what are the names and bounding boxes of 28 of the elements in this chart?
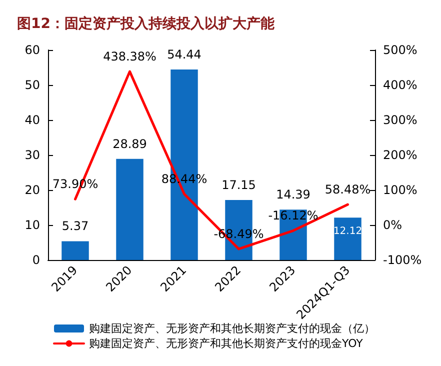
bar xyxy=(62,241,89,260)
data-label: 58.48% xyxy=(324,182,371,197)
legend-label: 购建固定资产、无形资产和其他长期资产支付的现金（亿） xyxy=(89,322,375,335)
bar xyxy=(334,218,362,260)
y-tick-label: 10 xyxy=(24,218,40,232)
y2-tick-label: 400% xyxy=(383,78,418,92)
data-label: 12.12 xyxy=(333,226,362,238)
y-tick-label: 20 xyxy=(24,183,40,197)
data-label: 5.37 xyxy=(62,219,89,234)
data-label: 438.38% xyxy=(103,50,156,64)
y-tick-label: 60 xyxy=(24,43,40,57)
y-tick-label: 30 xyxy=(24,148,40,162)
chart-title: 图12：固定资产投入持续投入以扩大产能 xyxy=(17,15,276,32)
bar xyxy=(116,158,144,260)
y2-tick-label: -100% xyxy=(383,253,422,267)
y-tick-label: 0 xyxy=(32,253,40,267)
y2-tick-label: 200% xyxy=(383,148,418,162)
y2-tick-label: 300% xyxy=(383,113,418,127)
legend-label: 购建固定资产、无形资产和其他长期资产支付的现金YOY xyxy=(89,337,364,350)
data-label: 28.89 xyxy=(112,136,147,151)
y2-tick-label: 500% xyxy=(383,43,418,57)
data-label: 17.15 xyxy=(222,178,256,192)
data-label: 14.39 xyxy=(276,188,310,202)
y2-tick-label: 0% xyxy=(383,218,402,232)
y-tick-label: 50 xyxy=(24,78,40,92)
y-tick-label: 40 xyxy=(24,113,40,127)
data-label: 54.44 xyxy=(167,47,202,62)
y2-tick-label: 100% xyxy=(383,183,418,197)
